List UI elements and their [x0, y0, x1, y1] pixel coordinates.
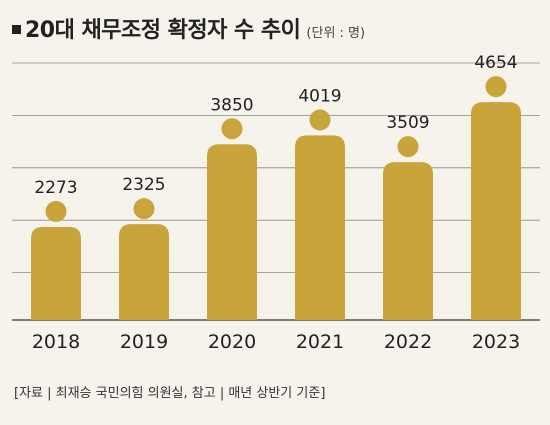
value-label-2019: 2325 [122, 175, 165, 195]
person-figure-2019 [119, 198, 169, 320]
person-figure-2018 [31, 200, 81, 320]
x-tick-2022: 2022 [384, 331, 432, 353]
x-tick-2018: 2018 [32, 331, 80, 353]
person-body-2023 [471, 102, 521, 320]
title-square-icon [12, 25, 21, 34]
value-label-2021: 4019 [298, 86, 341, 106]
value-label-2020: 3850 [210, 95, 253, 115]
chart-area: 2273 2018 2325 2019 3850 2020 4019 2021 3509 2022… [12, 53, 540, 353]
value-label-2018: 2273 [34, 178, 77, 198]
person-body-2019 [119, 224, 169, 320]
person-body-2021 [295, 135, 345, 320]
person-figure-2023 [471, 76, 521, 320]
person-head-2022 [397, 136, 419, 158]
person-head-2023 [485, 76, 507, 98]
x-tick-2021: 2021 [296, 331, 344, 353]
person-figure-2022 [383, 136, 433, 320]
x-tick-2023: 2023 [472, 331, 520, 353]
person-body-2018 [31, 226, 81, 320]
person-body-2022 [383, 162, 433, 320]
x-tick-2019: 2019 [120, 331, 168, 353]
person-head-2018 [45, 200, 67, 222]
x-tick-2020: 2020 [208, 331, 256, 353]
person-body-2020 [207, 144, 257, 320]
unit-label: (단위 : 명) [306, 26, 366, 41]
title-text: 20대 채무조정 확정자 수 추이 [25, 18, 301, 43]
person-head-2019 [133, 198, 155, 220]
person-figure-2020 [207, 118, 257, 320]
person-head-2021 [309, 109, 331, 131]
person-head-2020 [221, 118, 243, 140]
chart-title: 20대 채무조정 확정자 수 추이 (단위 : 명) [12, 12, 365, 44]
value-label-2023: 4654 [474, 53, 517, 73]
source-note: [자료 | 최재승 국민의힘 의원실, 참고 | 매년 상반기 기준] [14, 386, 326, 401]
value-label-2022: 3509 [386, 113, 429, 133]
person-figure-2021 [295, 109, 345, 320]
